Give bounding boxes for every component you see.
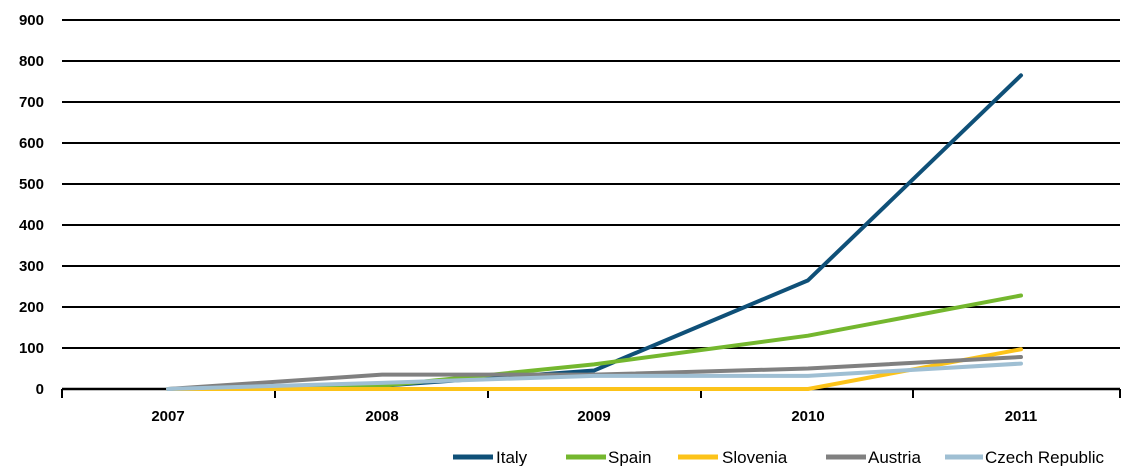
x-tick-label-2009: 2009 — [577, 408, 610, 425]
series-line-czech-republic — [166, 361, 1023, 391]
y-tick-label-700: 700 — [19, 94, 44, 111]
x-tick-label-2010: 2010 — [791, 408, 824, 425]
legend-label-italy: Italy — [496, 448, 528, 466]
y-tick-label-100: 100 — [19, 340, 44, 357]
legend: Italy Spain Slovenia Austria Czech Republic — [453, 448, 1105, 466]
x-axis-tick-labels: 2007 2008 2009 2010 2011 — [151, 408, 1037, 425]
y-tick-label-200: 200 — [19, 299, 44, 316]
series-line-slovenia — [166, 347, 1023, 391]
y-axis-tick-labels: 0 100 200 300 400 500 600 700 800 900 — [19, 12, 44, 398]
legend-label-czech-republic: Czech Republic — [985, 448, 1105, 466]
series-line-italy — [166, 73, 1023, 391]
x-tick-label-2008: 2008 — [365, 408, 398, 425]
y-tick-label-400: 400 — [19, 217, 44, 234]
y-tick-label-800: 800 — [19, 53, 44, 70]
legend-label-slovenia: Slovenia — [722, 448, 788, 466]
gridlines — [62, 19, 1120, 349]
x-tick-label-2011: 2011 — [1005, 408, 1038, 425]
series-lines — [166, 73, 1023, 391]
legend-label-spain: Spain — [608, 448, 651, 466]
y-tick-label-600: 600 — [19, 135, 44, 152]
y-tick-label-500: 500 — [19, 176, 44, 193]
legend-label-austria: Austria — [868, 448, 921, 466]
y-tick-label-300: 300 — [19, 258, 44, 275]
y-tick-label-900: 900 — [19, 12, 44, 29]
y-tick-label-0: 0 — [36, 381, 44, 398]
x-tick-label-2007: 2007 — [151, 408, 184, 425]
